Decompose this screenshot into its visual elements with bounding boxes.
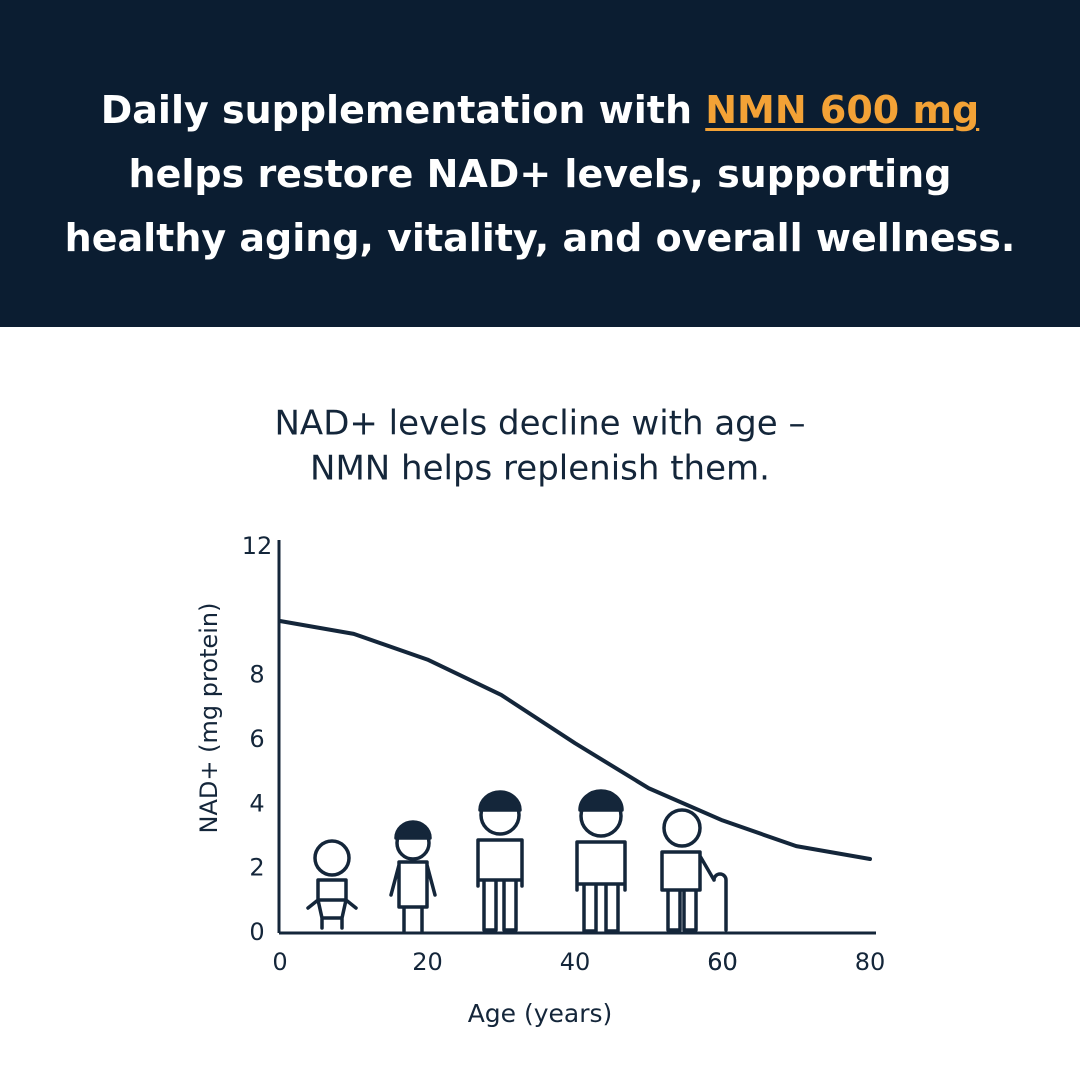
y-axis-label: NAD+ (mg protein) — [195, 603, 223, 834]
y-tick-label: 6 — [249, 725, 264, 753]
header-text-part: Daily supplementation with — [100, 88, 706, 132]
chart: NAD+ levels decline with age – NMN helps… — [195, 404, 886, 1029]
x-tick-label: 40 — [560, 948, 591, 976]
y-tick-label: 12 — [242, 532, 273, 560]
y-tick-label: 2 — [249, 854, 264, 882]
highlight: NMN 600 mg — [705, 88, 980, 132]
icon-teen — [476, 790, 524, 932]
y-tick-label: 8 — [249, 661, 264, 689]
line-series — [278, 618, 872, 862]
header-text: Daily supplementation with NMN 600 mg he… — [0, 78, 1080, 270]
x-tick-label: 0 — [272, 948, 287, 976]
x-tick-label: 60 — [707, 948, 738, 976]
y-tick-label: 4 — [249, 789, 264, 817]
header-band: Daily supplementation with NMN 600 mg he… — [0, 0, 1080, 327]
header-line: Daily supplementation with NMN 600 mg — [0, 78, 1080, 142]
icon-elder — [660, 808, 728, 932]
x-tick-label: 60 — [707, 948, 738, 976]
icon-child — [389, 820, 437, 933]
x-tick-label: 80 — [855, 948, 886, 976]
y-tick-label: 0 — [249, 918, 264, 946]
chart-title: NMN helps replenish them. — [310, 449, 770, 489]
chart-title: NAD+ levels decline with age – — [275, 404, 806, 444]
icon-adult — [575, 789, 627, 933]
x-tick-label: 20 — [412, 948, 443, 976]
x-axis-label: Age (years) — [468, 999, 613, 1028]
header-line: helps restore NAD+ levels, supporting — [128, 152, 952, 196]
header-line: healthy aging, vitality, and overall wel… — [64, 216, 1016, 260]
icon-baby — [306, 839, 358, 930]
